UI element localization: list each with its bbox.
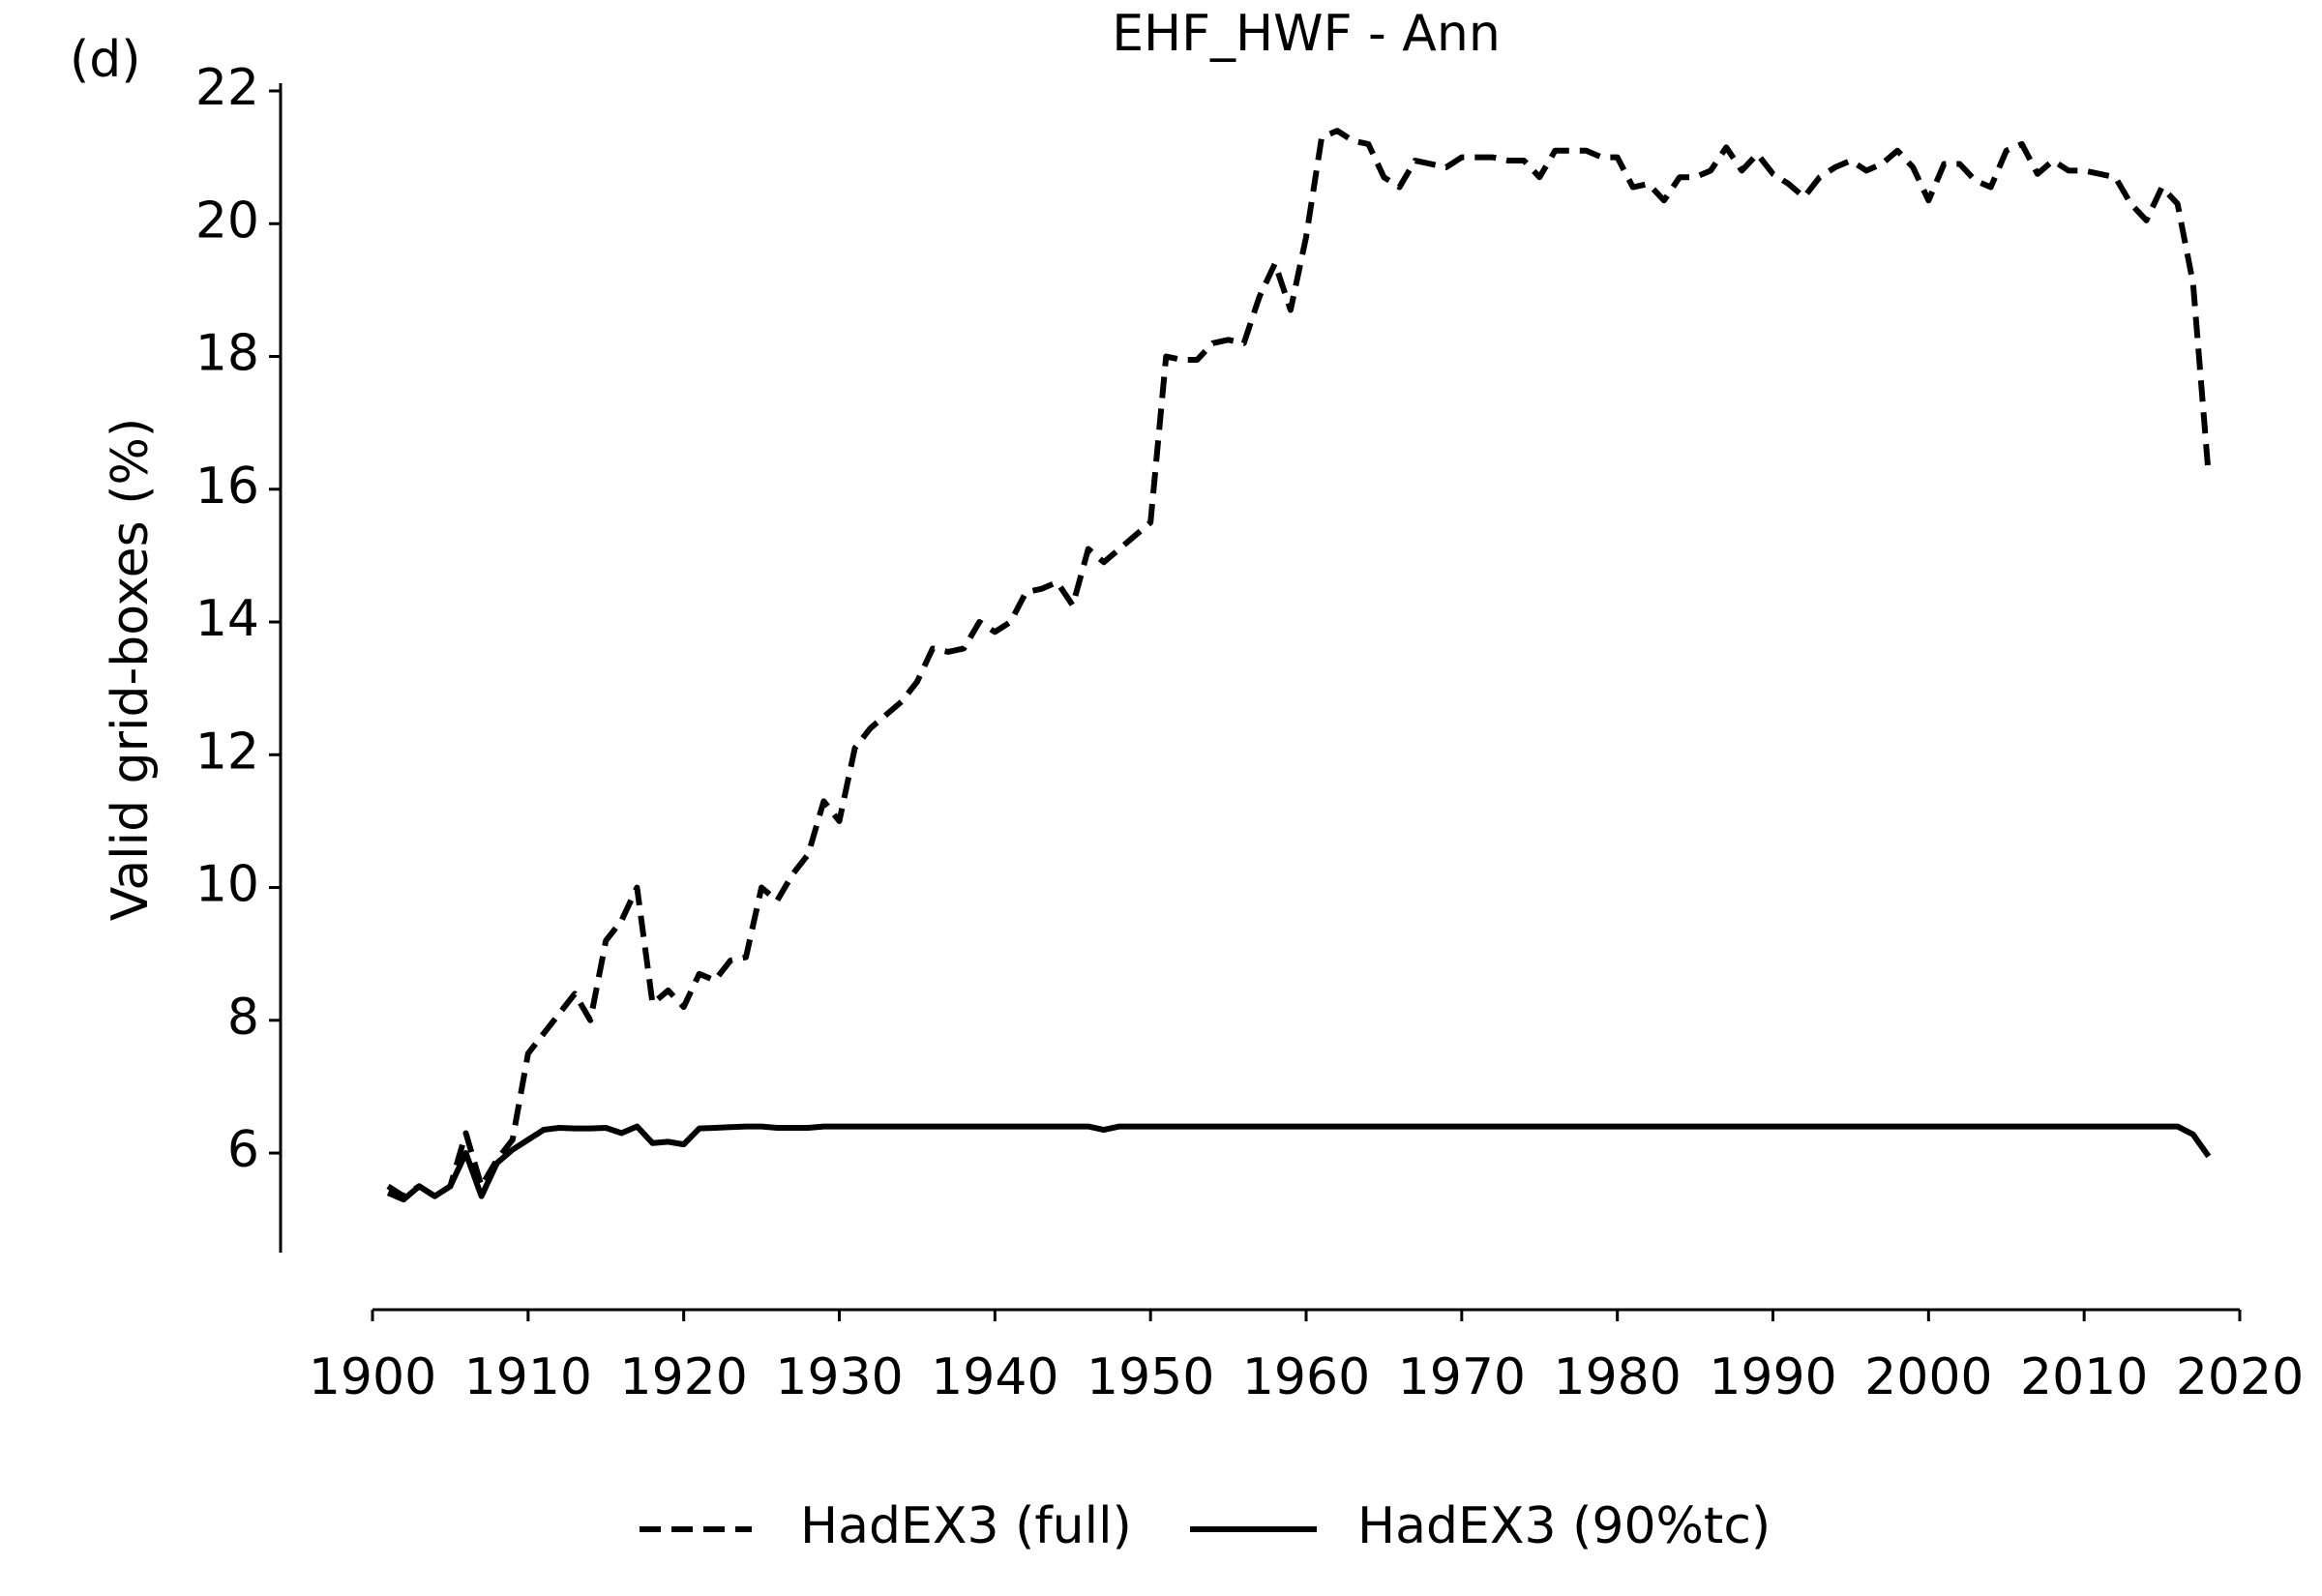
y-axis-label: Valid grid-boxes (%) [102,418,160,921]
y-tick-label: 6 [227,1121,259,1179]
y-tick-label: 20 [195,192,259,250]
legend-label: HadEX3 (full) [800,1497,1132,1555]
y-tick-label: 18 [195,325,259,383]
data-line [386,128,2212,1199]
x-tick-label: 1940 [931,1348,1058,1406]
x-tick-label: 1900 [309,1348,436,1406]
y-tick-label: 10 [195,856,259,914]
x-tick-label: 2000 [1864,1348,1992,1406]
data-line [386,1123,2212,1203]
x-tick-label: 1990 [1709,1348,1836,1406]
y-tick-label: 12 [195,723,259,781]
x-tick-label: 1910 [464,1348,592,1406]
y-tick-label: 14 [195,590,259,648]
x-tick-label: 1950 [1087,1348,1214,1406]
y-tick-label: 22 [195,59,259,117]
x-tick-label: 1970 [1398,1348,1526,1406]
legend-label: HadEX3 (90%tc) [1357,1497,1771,1555]
x-tick-label: 1930 [775,1348,903,1406]
x-tick-label: 1920 [619,1348,747,1406]
y-tick-label: 8 [227,989,259,1047]
x-tick-label: 1960 [1242,1348,1370,1406]
x-tick-label: 2010 [2020,1348,2148,1406]
y-tick-label: 16 [195,458,259,516]
x-tick-label: 1980 [1553,1348,1681,1406]
x-tick-label: 2020 [2176,1348,2304,1406]
chart-title: EHF_HWF - Ann [1112,5,1501,63]
panel-label: (d) [70,31,141,89]
